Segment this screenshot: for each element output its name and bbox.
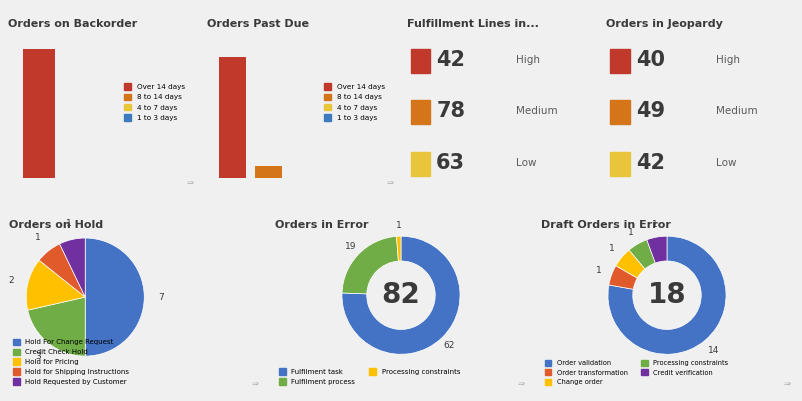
Text: Medium: Medium xyxy=(516,106,558,116)
Text: 49: 49 xyxy=(636,101,665,122)
Text: ⇒: ⇒ xyxy=(517,379,525,387)
Text: Orders Past Due: Orders Past Due xyxy=(208,19,310,29)
Text: ⇒: ⇒ xyxy=(251,379,258,387)
Text: ⇒: ⇒ xyxy=(187,178,193,187)
Legend: Hold For Change Request, Credit Check Hold, Hold for Pricing, Hold for Shipping : Hold For Change Request, Credit Check Ho… xyxy=(10,336,132,388)
Text: Orders in Error: Orders in Error xyxy=(275,220,369,230)
Text: 78: 78 xyxy=(436,101,465,122)
Text: ⇒: ⇒ xyxy=(386,178,393,187)
Bar xyxy=(411,152,431,176)
Bar xyxy=(610,152,630,176)
Bar xyxy=(411,100,431,124)
Text: Orders on Backorder: Orders on Backorder xyxy=(8,19,137,29)
Text: High: High xyxy=(716,55,740,65)
Text: ⇒: ⇒ xyxy=(783,379,790,387)
Text: 42: 42 xyxy=(436,50,465,70)
Text: Medium: Medium xyxy=(716,106,758,116)
Text: High: High xyxy=(516,55,541,65)
Bar xyxy=(411,49,431,73)
Text: Orders on Hold: Orders on Hold xyxy=(10,220,103,230)
Text: 40: 40 xyxy=(636,50,665,70)
Text: Draft Orders in Error: Draft Orders in Error xyxy=(541,220,671,230)
Bar xyxy=(610,49,630,73)
Text: Orders in Jeopardy: Orders in Jeopardy xyxy=(606,19,723,29)
Text: Low: Low xyxy=(716,158,736,168)
Legend: Order validation, Order transformation, Change order, Processing constraints, Cr: Order validation, Order transformation, … xyxy=(542,357,731,388)
Bar xyxy=(610,100,630,124)
Text: Low: Low xyxy=(516,158,537,168)
Legend: Fulfilment task, Fulfilment process, Processing constraints: Fulfilment task, Fulfilment process, Pro… xyxy=(276,366,463,388)
Text: 42: 42 xyxy=(636,153,665,173)
Text: 63: 63 xyxy=(436,153,465,173)
Text: Fulfillment Lines in...: Fulfillment Lines in... xyxy=(407,19,539,29)
